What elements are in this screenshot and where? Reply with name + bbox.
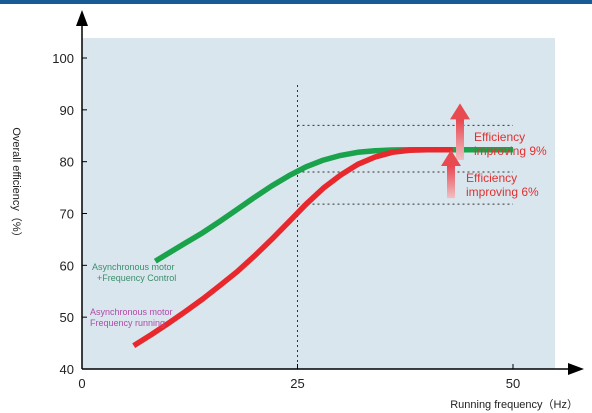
improvement-arrow-shaft-1 — [447, 164, 455, 199]
improvement-text-0: improving 9% — [474, 144, 547, 158]
reference-lines — [297, 85, 513, 369]
improvement-text-0: Efficiency — [474, 130, 525, 144]
tick-labels: 40 50 60 70 80 90 100 0 25 50 — [52, 51, 520, 391]
y-tick-label: 80 — [60, 155, 74, 170]
x-tick-label: 25 — [290, 376, 304, 391]
improvement-arrow-head-1 — [441, 150, 461, 167]
y-tick-label: 70 — [60, 207, 74, 222]
y-tick-label: 40 — [60, 362, 74, 377]
plot-area — [82, 38, 555, 369]
series-label-0: Asynchronous motor — [92, 262, 175, 272]
x-tick-label: 50 — [506, 376, 520, 391]
x-axis-label: Running frequency（Hz） — [450, 398, 578, 411]
y-tick-label: 60 — [60, 258, 74, 273]
series-label-1: Asynchronous motor — [90, 307, 173, 317]
series-line-1 — [132, 146, 453, 349]
y-tick-label: 50 — [60, 310, 74, 325]
series-label-1: Frequency running — [90, 318, 165, 328]
improvement-text-1: improving 6% — [466, 185, 539, 199]
improvement-text-1: Efficiency — [466, 171, 517, 185]
improvement-arrow-shaft-0 — [456, 117, 464, 161]
x-tick-label: 0 — [78, 376, 85, 391]
y-tick-label: 90 — [60, 103, 74, 118]
series-labels: Asynchronous motor+Frequency ControlAsyn… — [90, 262, 176, 328]
y-axis-label: Overall efficiency（%） — [10, 127, 23, 242]
y-tick-label: 100 — [52, 51, 74, 66]
top-accent-bar — [0, 0, 592, 4]
x-axis-arrow — [568, 363, 584, 375]
axes — [76, 10, 584, 375]
series-label-0: +Frequency Control — [97, 273, 176, 283]
improvement-arrow-head-0 — [450, 103, 470, 120]
y-axis-arrow — [76, 10, 88, 26]
series-lines — [132, 146, 513, 349]
